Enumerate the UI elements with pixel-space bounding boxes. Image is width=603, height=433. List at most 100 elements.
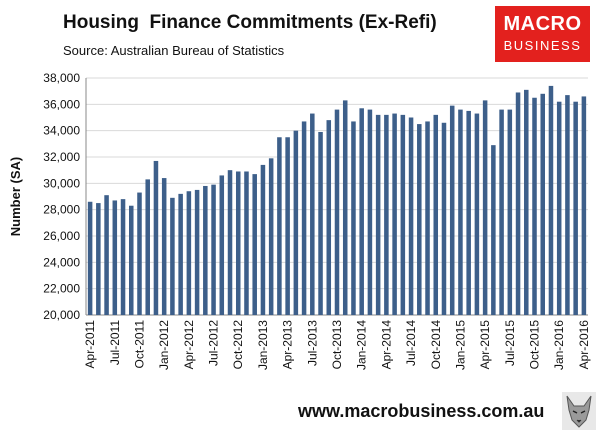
x-tick-label: Jul-2014 xyxy=(404,320,418,366)
bar xyxy=(458,109,463,315)
chart-title: Housing Finance Commitments (Ex-Refi) xyxy=(63,12,437,33)
bar xyxy=(277,137,282,315)
logo-line-business: BUSINESS xyxy=(503,38,582,53)
bar xyxy=(474,113,480,315)
bar xyxy=(507,109,513,315)
bar xyxy=(556,101,562,315)
x-tick-label: Apr-2015 xyxy=(478,320,492,370)
bar xyxy=(293,130,299,315)
bar xyxy=(326,120,332,315)
bar xyxy=(565,95,570,315)
bar xyxy=(268,158,274,315)
x-tick-label: Jan-2014 xyxy=(355,320,369,370)
y-tick-label: 20,000 xyxy=(43,308,80,322)
bar xyxy=(482,100,488,315)
bar xyxy=(466,110,471,316)
y-tick-label: 36,000 xyxy=(43,97,80,111)
x-tick-label: Oct-2011 xyxy=(132,320,146,369)
bar xyxy=(425,121,430,315)
bar xyxy=(219,175,225,315)
bar xyxy=(375,114,381,315)
y-tick-label: 24,000 xyxy=(43,255,80,269)
y-tick-label: 26,000 xyxy=(43,229,80,243)
bar xyxy=(524,89,529,315)
bar xyxy=(244,171,249,315)
y-axis-title: Number (SA) xyxy=(8,157,23,236)
bar xyxy=(310,113,315,315)
x-tick-label: Jan-2016 xyxy=(552,320,566,370)
y-tick-label: 30,000 xyxy=(43,176,80,190)
bar xyxy=(161,178,167,315)
x-tick-label: Jan-2015 xyxy=(453,320,467,370)
bar xyxy=(342,100,348,315)
bar xyxy=(573,101,578,315)
bar xyxy=(120,199,126,315)
x-tick-label: Apr-2013 xyxy=(281,320,295,370)
x-tick-label: Apr-2011 xyxy=(83,320,97,369)
x-tick-label: Oct-2013 xyxy=(330,320,344,370)
bar xyxy=(408,117,414,315)
bar xyxy=(334,109,340,315)
bar xyxy=(359,108,364,316)
x-tick-label: Jul-2013 xyxy=(305,320,319,366)
chart-source: Source: Australian Bureau of Statistics xyxy=(63,43,285,58)
bar xyxy=(301,121,307,315)
bar xyxy=(128,205,134,315)
macrobusiness-logo: MACRO BUSINESS xyxy=(495,6,590,62)
wolf-icon xyxy=(562,392,596,430)
bar xyxy=(194,189,200,315)
logo-line-macro: MACRO xyxy=(503,13,582,35)
bar xyxy=(137,192,142,315)
x-tick-label: Oct-2014 xyxy=(429,320,443,370)
bar xyxy=(515,92,521,315)
bar xyxy=(548,85,554,316)
x-tick-label: Jul-2011 xyxy=(108,320,122,365)
x-tick-label: Jul-2015 xyxy=(503,320,517,366)
y-tick-label: 38,000 xyxy=(43,71,80,85)
bar xyxy=(441,122,447,316)
x-tick-label: Apr-2016 xyxy=(577,320,591,370)
bar xyxy=(384,114,389,315)
bar xyxy=(392,113,397,315)
bar xyxy=(96,203,101,315)
bar xyxy=(252,174,257,315)
bar xyxy=(318,131,323,315)
bar xyxy=(178,193,183,315)
bar xyxy=(449,105,455,316)
bar xyxy=(186,191,192,315)
x-tick-label: Apr-2012 xyxy=(182,320,196,370)
bar xyxy=(112,200,118,315)
bar xyxy=(104,195,109,315)
bar xyxy=(433,114,439,315)
y-tick-label: 22,000 xyxy=(43,282,80,296)
x-tick-label: Jul-2012 xyxy=(207,320,221,366)
bar xyxy=(581,96,587,315)
bar xyxy=(145,179,150,315)
bar xyxy=(235,171,241,315)
x-tick-label: Oct-2012 xyxy=(231,320,245,370)
bar xyxy=(227,170,233,315)
bar xyxy=(153,160,159,315)
x-tick-label: Jan-2013 xyxy=(256,320,270,370)
bar xyxy=(87,201,93,315)
y-tick-label: 32,000 xyxy=(43,150,80,164)
website-url: www.macrobusiness.com.au xyxy=(298,401,545,421)
x-tick-label: Jan-2012 xyxy=(157,320,171,370)
y-tick-label: 34,000 xyxy=(43,124,80,138)
bar xyxy=(400,114,406,315)
bar xyxy=(499,109,504,315)
bar xyxy=(170,197,175,315)
bar xyxy=(491,145,496,315)
y-tick-label: 28,000 xyxy=(43,203,80,217)
bar xyxy=(211,184,216,315)
bar xyxy=(540,93,546,315)
bar xyxy=(260,164,266,315)
x-tick-label: Apr-2014 xyxy=(379,320,393,370)
x-tick-label: Oct-2015 xyxy=(528,320,542,370)
bar xyxy=(532,97,537,315)
bar xyxy=(351,121,356,315)
bar xyxy=(417,124,422,315)
bar xyxy=(285,137,290,315)
bar xyxy=(367,109,373,315)
